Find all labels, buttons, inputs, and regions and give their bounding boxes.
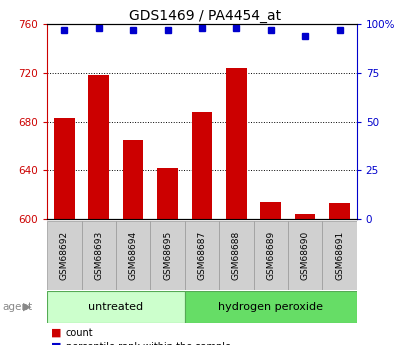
Bar <box>321 221 356 290</box>
Bar <box>88 75 109 219</box>
Text: untreated: untreated <box>88 302 143 312</box>
Bar <box>54 118 74 219</box>
Text: GSM68690: GSM68690 <box>300 231 309 280</box>
Bar <box>184 291 356 323</box>
Bar <box>328 203 349 219</box>
Bar <box>157 168 178 219</box>
Bar <box>123 140 143 219</box>
Text: GSM68687: GSM68687 <box>197 231 206 280</box>
Text: ▶: ▶ <box>22 302 31 312</box>
Text: GSM68695: GSM68695 <box>163 231 172 280</box>
Text: GSM68691: GSM68691 <box>334 231 343 280</box>
Bar <box>294 214 315 219</box>
Bar <box>225 68 246 219</box>
Text: agent: agent <box>2 302 32 312</box>
Text: percentile rank within the sample: percentile rank within the sample <box>65 342 230 345</box>
Text: GDS1469 / PA4454_at: GDS1469 / PA4454_at <box>128 9 281 23</box>
Text: GSM68692: GSM68692 <box>60 231 69 280</box>
Bar <box>150 221 184 290</box>
Bar <box>184 221 218 290</box>
Text: GSM68693: GSM68693 <box>94 231 103 280</box>
Text: count: count <box>65 328 93 338</box>
Bar <box>116 221 150 290</box>
Bar <box>191 112 212 219</box>
Text: GSM68694: GSM68694 <box>128 231 137 280</box>
Text: hydrogen peroxide: hydrogen peroxide <box>218 302 322 312</box>
Bar <box>218 221 253 290</box>
Bar <box>47 291 184 323</box>
Bar <box>253 221 287 290</box>
Bar <box>47 221 81 290</box>
Text: ■: ■ <box>51 342 62 345</box>
Bar <box>260 202 280 219</box>
Text: GSM68688: GSM68688 <box>231 231 240 280</box>
Text: ■: ■ <box>51 328 62 338</box>
Bar <box>287 221 321 290</box>
Text: GSM68689: GSM68689 <box>265 231 274 280</box>
Bar <box>81 221 116 290</box>
